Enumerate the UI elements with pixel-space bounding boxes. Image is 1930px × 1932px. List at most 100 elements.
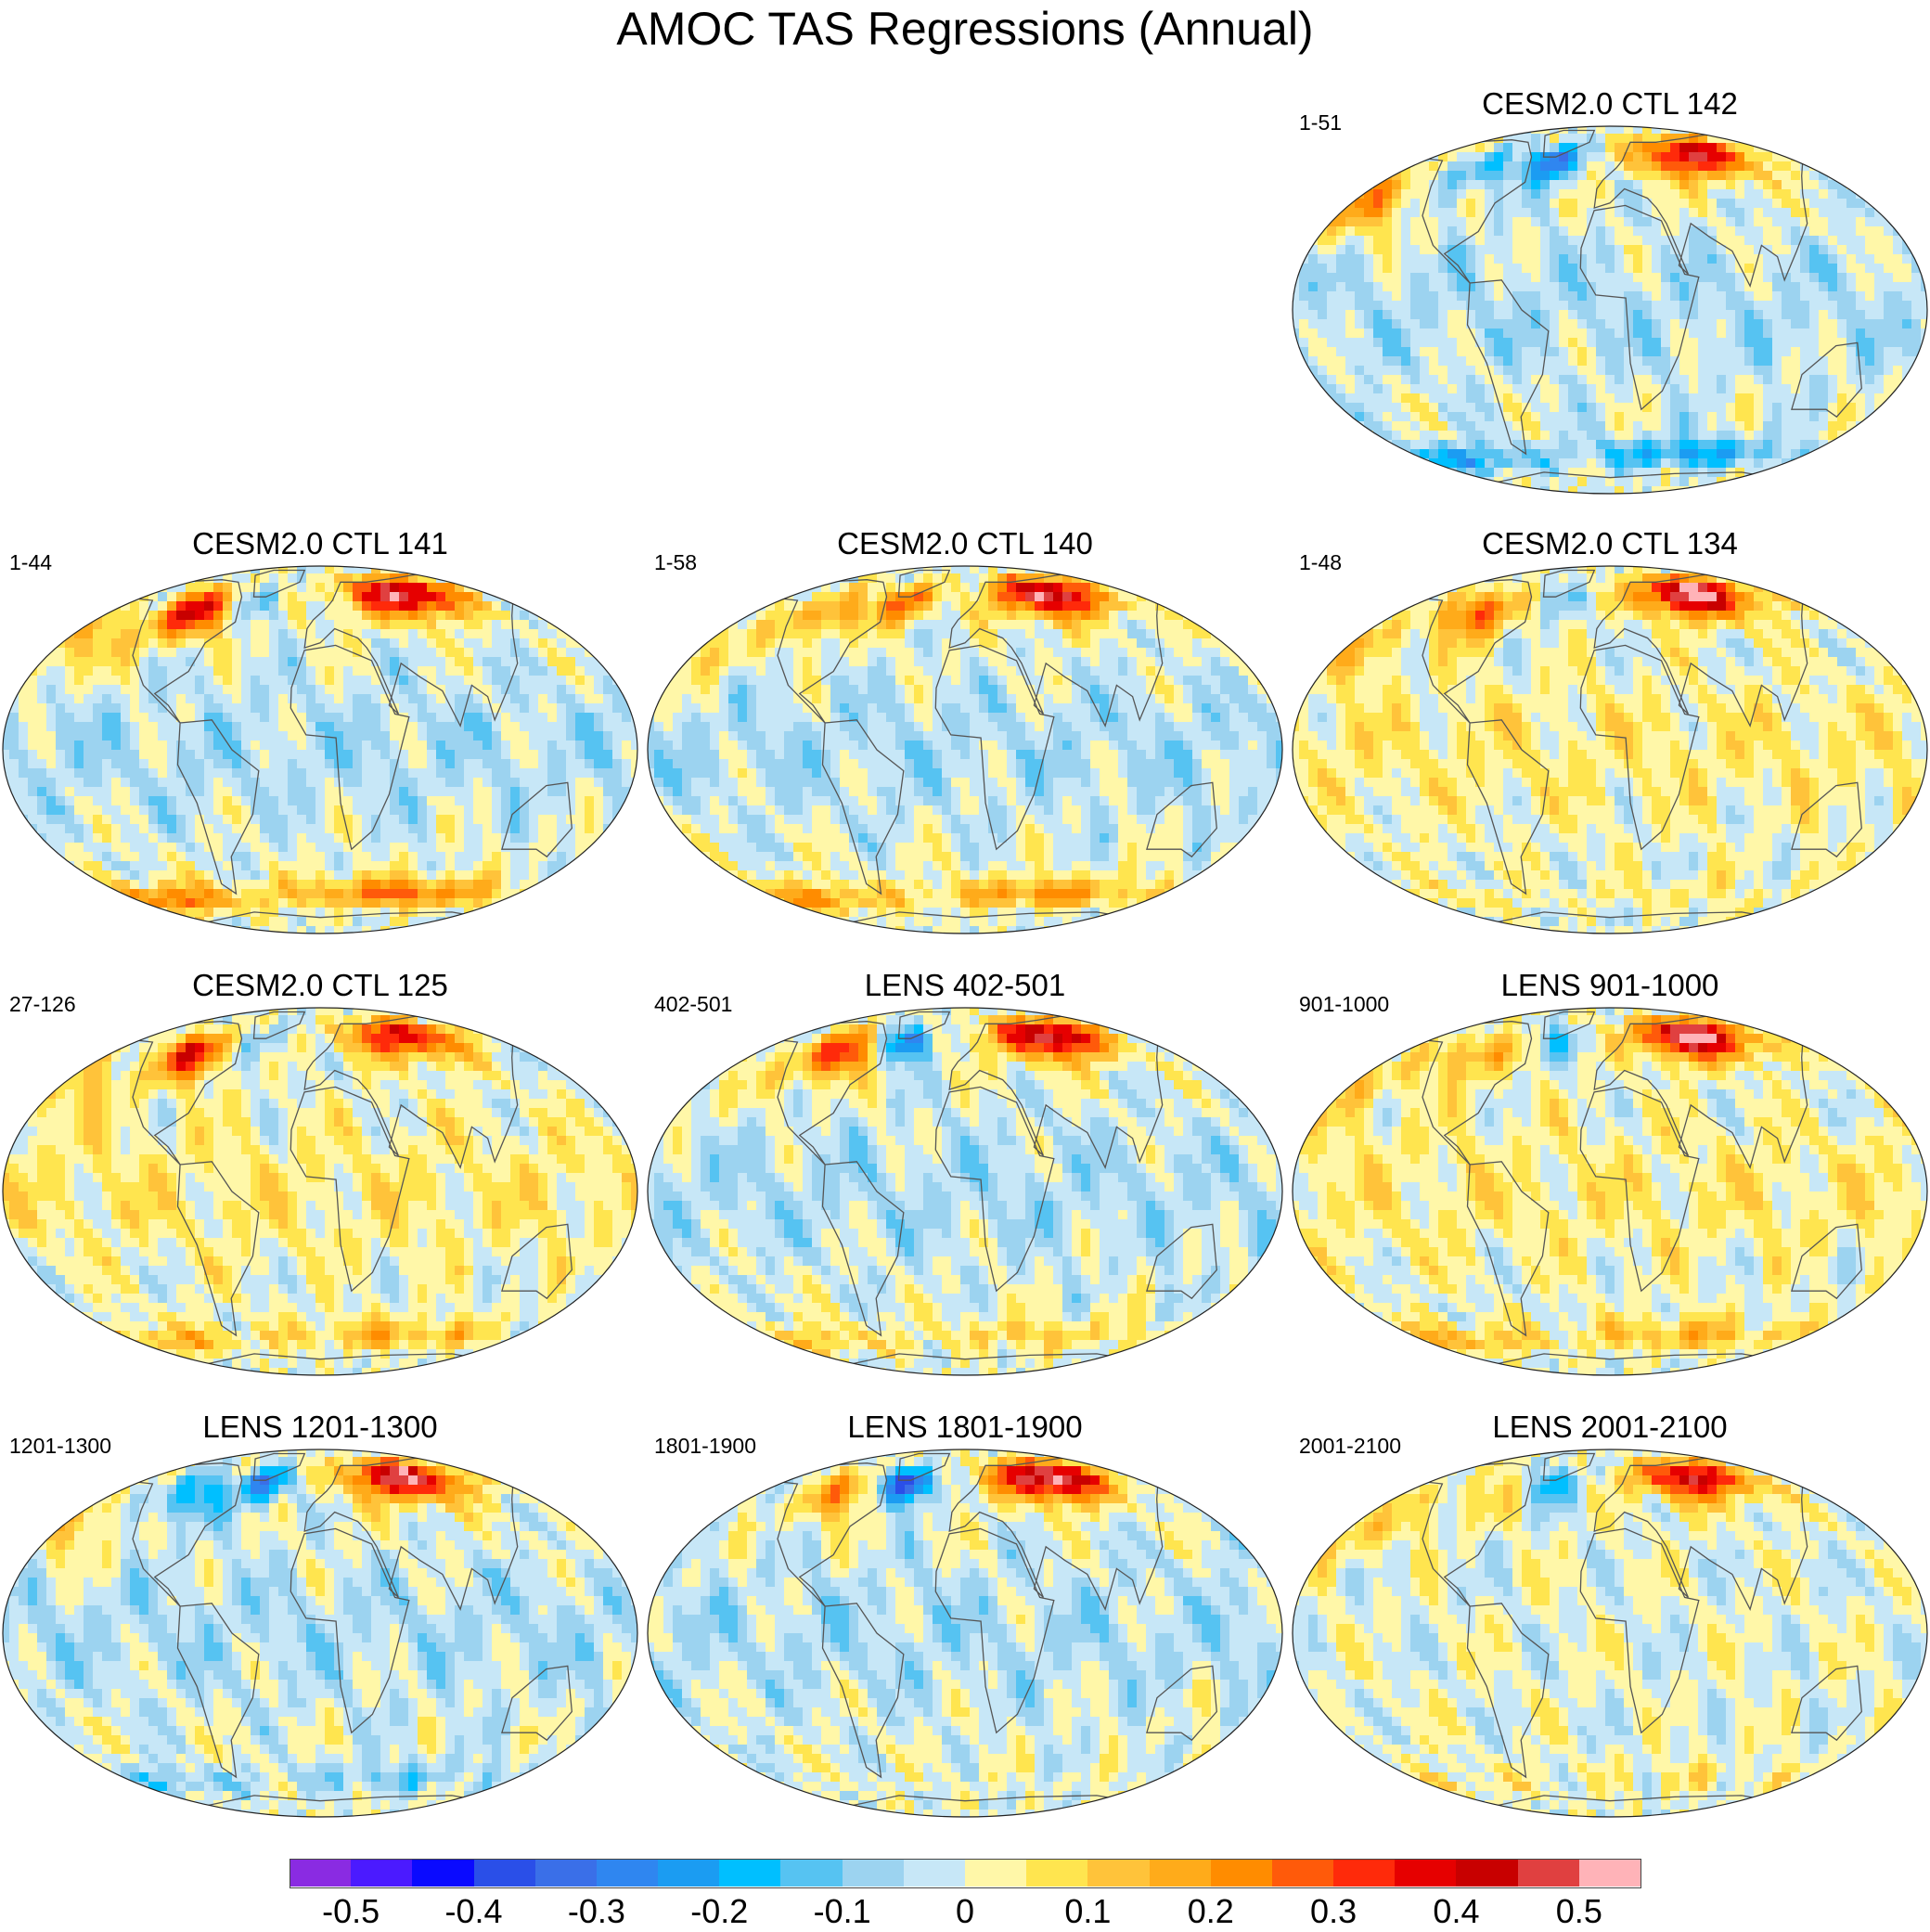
field-cell: [1782, 384, 1792, 394]
field-cell: [1679, 356, 1690, 367]
field-cell: [1846, 338, 1857, 348]
field-cell: [1652, 412, 1662, 422]
field-cell: [241, 824, 251, 834]
field-cell: [325, 611, 335, 621]
field-cell: [204, 573, 214, 584]
field-cell: [1531, 291, 1541, 302]
field-cell: [631, 573, 637, 584]
field-cell: [529, 657, 539, 667]
field-cell: [585, 694, 595, 704]
field-cell: [223, 676, 233, 686]
field-cell: [84, 731, 94, 741]
field-cell: [288, 713, 298, 723]
field-cell: [28, 685, 38, 695]
field-cell: [362, 583, 372, 593]
field-cell: [1652, 431, 1662, 441]
field-cell: [1615, 338, 1625, 348]
field-cell: [1308, 449, 1319, 459]
field-cell: [1800, 347, 1810, 357]
field-cell: [1327, 171, 1337, 181]
field-cell: [1652, 189, 1662, 200]
field-cell: [1410, 338, 1421, 348]
field-cell: [1800, 143, 1810, 153]
field-cell: [1707, 477, 1718, 487]
field-cell: [1902, 208, 1912, 218]
field-cell: [1615, 236, 1625, 246]
field-cell: [1293, 458, 1300, 469]
field-cell: [1448, 347, 1458, 357]
field-cell: [1605, 143, 1615, 153]
field-cell: [1689, 319, 1699, 329]
field-cell: [1819, 384, 1829, 394]
field-cell: [1373, 301, 1383, 311]
field-cell: [1670, 189, 1680, 200]
field-cell: [306, 852, 316, 862]
field-cell: [1874, 477, 1885, 487]
field-cell: [1874, 143, 1885, 153]
field-cell: [1763, 421, 1773, 431]
field-cell: [399, 741, 409, 751]
field-cell: [1726, 291, 1736, 302]
field-cell: [482, 750, 493, 760]
field-cell: [353, 685, 363, 695]
field-cell: [1809, 338, 1820, 348]
field-cell: [325, 676, 335, 686]
field-cell: [1809, 189, 1820, 200]
field-cell: [1791, 356, 1801, 367]
field-cell: [1355, 384, 1365, 394]
field-cell: [455, 703, 465, 714]
field-cell: [492, 566, 502, 574]
field-cell: [1392, 161, 1402, 172]
field-cell: [1345, 254, 1356, 264]
field-cell: [1410, 143, 1421, 153]
field-cell: [1819, 208, 1829, 218]
field-cell: [1744, 245, 1755, 255]
field-cell: [1345, 161, 1356, 172]
field-cell: [1744, 208, 1755, 218]
field-cell: [1540, 189, 1550, 200]
field-cell: [1791, 180, 1801, 190]
field-cell: [56, 713, 66, 723]
field-cell: [56, 787, 66, 797]
field-cell: [1522, 152, 1532, 162]
field-cell: [1707, 282, 1718, 292]
field-cell: [1791, 347, 1801, 357]
field-cell: [482, 843, 493, 853]
field-cell: [1293, 189, 1300, 200]
field-cell: [9, 759, 19, 769]
field-cell: [603, 824, 613, 834]
field-cell: [1874, 291, 1885, 302]
field-cell: [269, 731, 279, 741]
field-cell: [1735, 440, 1745, 450]
field-cell: [585, 666, 595, 676]
field-cell: [418, 722, 428, 732]
field-cell: [1587, 291, 1597, 302]
field-cell: [371, 778, 381, 788]
field-cell: [455, 685, 465, 695]
field-cell: [1318, 208, 1328, 218]
field-cell: [427, 583, 437, 593]
field-cell: [46, 815, 57, 825]
field-cell: [167, 787, 177, 797]
field-cell: [594, 573, 604, 584]
field-cell: [612, 824, 623, 834]
field-cell: [1884, 273, 1894, 283]
field-cell: [603, 722, 613, 732]
field-cell: [1726, 393, 1736, 404]
field-cell: [241, 601, 251, 612]
field-cell: [1383, 431, 1393, 441]
field-cell: [1893, 254, 1903, 264]
field-cell: [278, 759, 289, 769]
field-cell: [464, 685, 474, 695]
field-cell: [223, 741, 233, 751]
field-cell: [1800, 440, 1810, 450]
field-cell: [1633, 319, 1643, 329]
field-cell: [1615, 171, 1625, 181]
field-cell: [1401, 421, 1411, 431]
field-cell: [492, 648, 502, 658]
field-cell: [1911, 301, 1922, 311]
field-cell: [1772, 273, 1782, 283]
field-cell: [1884, 477, 1894, 487]
field-cell: [1689, 226, 1699, 237]
field-cell: [1735, 199, 1745, 209]
